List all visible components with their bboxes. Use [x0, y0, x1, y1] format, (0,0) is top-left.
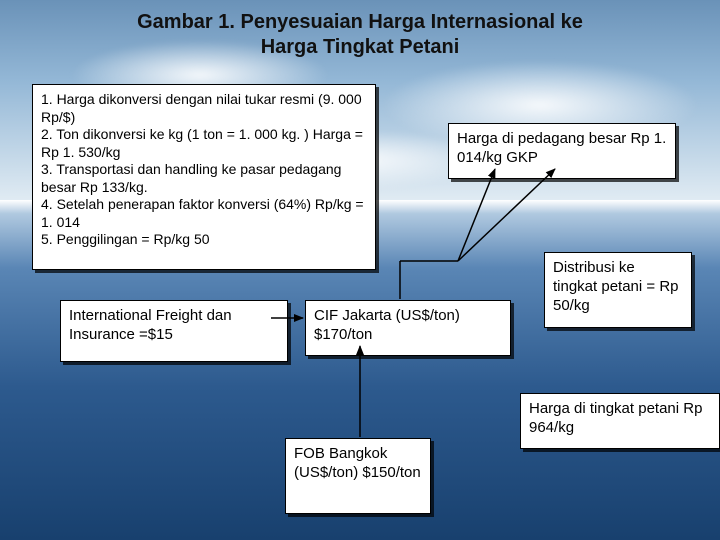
slide: Gambar 1. Penyesuaian Harga Internasiona… — [0, 0, 720, 540]
box-fob: FOB Bangkok (US$/ton) $150/ton — [285, 438, 431, 514]
box-notes: 1. Harga dikonversi dengan nilai tukar r… — [32, 84, 376, 270]
box-pedagang: Harga di pedagang besar Rp 1. 014/kg GKP — [448, 123, 676, 179]
slide-title: Gambar 1. Penyesuaian Harga Internasiona… — [60, 10, 660, 60]
box-petani: Harga di tingkat petani Rp 964/kg — [520, 393, 720, 449]
title-line-2: Harga Tingkat Petani — [60, 35, 660, 60]
title-line-1: Gambar 1. Penyesuaian Harga Internasiona… — [60, 10, 660, 35]
box-freight: International Freight dan Insurance =$15 — [60, 300, 288, 362]
box-distribusi: Distribusi ke tingkat petani = Rp 50/kg — [544, 252, 692, 328]
arrow-branch-right — [458, 169, 555, 261]
arrow-branch-left — [458, 169, 495, 261]
box-cif: CIF Jakarta (US$/ton) $170/ton — [305, 300, 511, 356]
